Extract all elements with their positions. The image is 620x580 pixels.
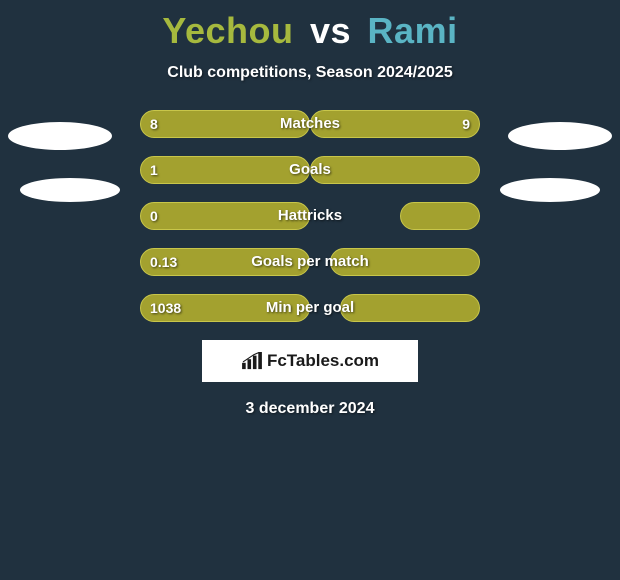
stat-label: Goals [0,156,620,184]
stat-value-left: 0.13 [150,248,177,276]
stat-value-right: 9 [462,110,470,138]
stat-row: Hattricks0 [0,202,620,232]
bars-icon [241,352,263,370]
stat-label: Hattricks [0,202,620,230]
vs-label: vs [310,10,351,51]
page-title: Yechou vs Rami [0,0,620,52]
subtitle: Club competitions, Season 2024/2025 [0,64,620,82]
brand-text: FcTables.com [267,351,379,371]
stat-label: Goals per match [0,248,620,276]
stat-label: Matches [0,110,620,138]
stat-row: Goals1 [0,156,620,186]
stat-row: Goals per match0.13 [0,248,620,278]
stat-value-left: 1038 [150,294,181,322]
brand-box: FcTables.com [202,340,418,382]
stat-label: Min per goal [0,294,620,322]
stat-value-left: 1 [150,156,158,184]
player2-name: Rami [368,10,458,51]
stat-value-left: 8 [150,110,158,138]
stat-value-left: 0 [150,202,158,230]
player1-name: Yechou [162,10,293,51]
date-label: 3 december 2024 [0,400,620,418]
stat-row: Min per goal1038 [0,294,620,324]
stat-row: Matches8 9 [0,110,620,140]
